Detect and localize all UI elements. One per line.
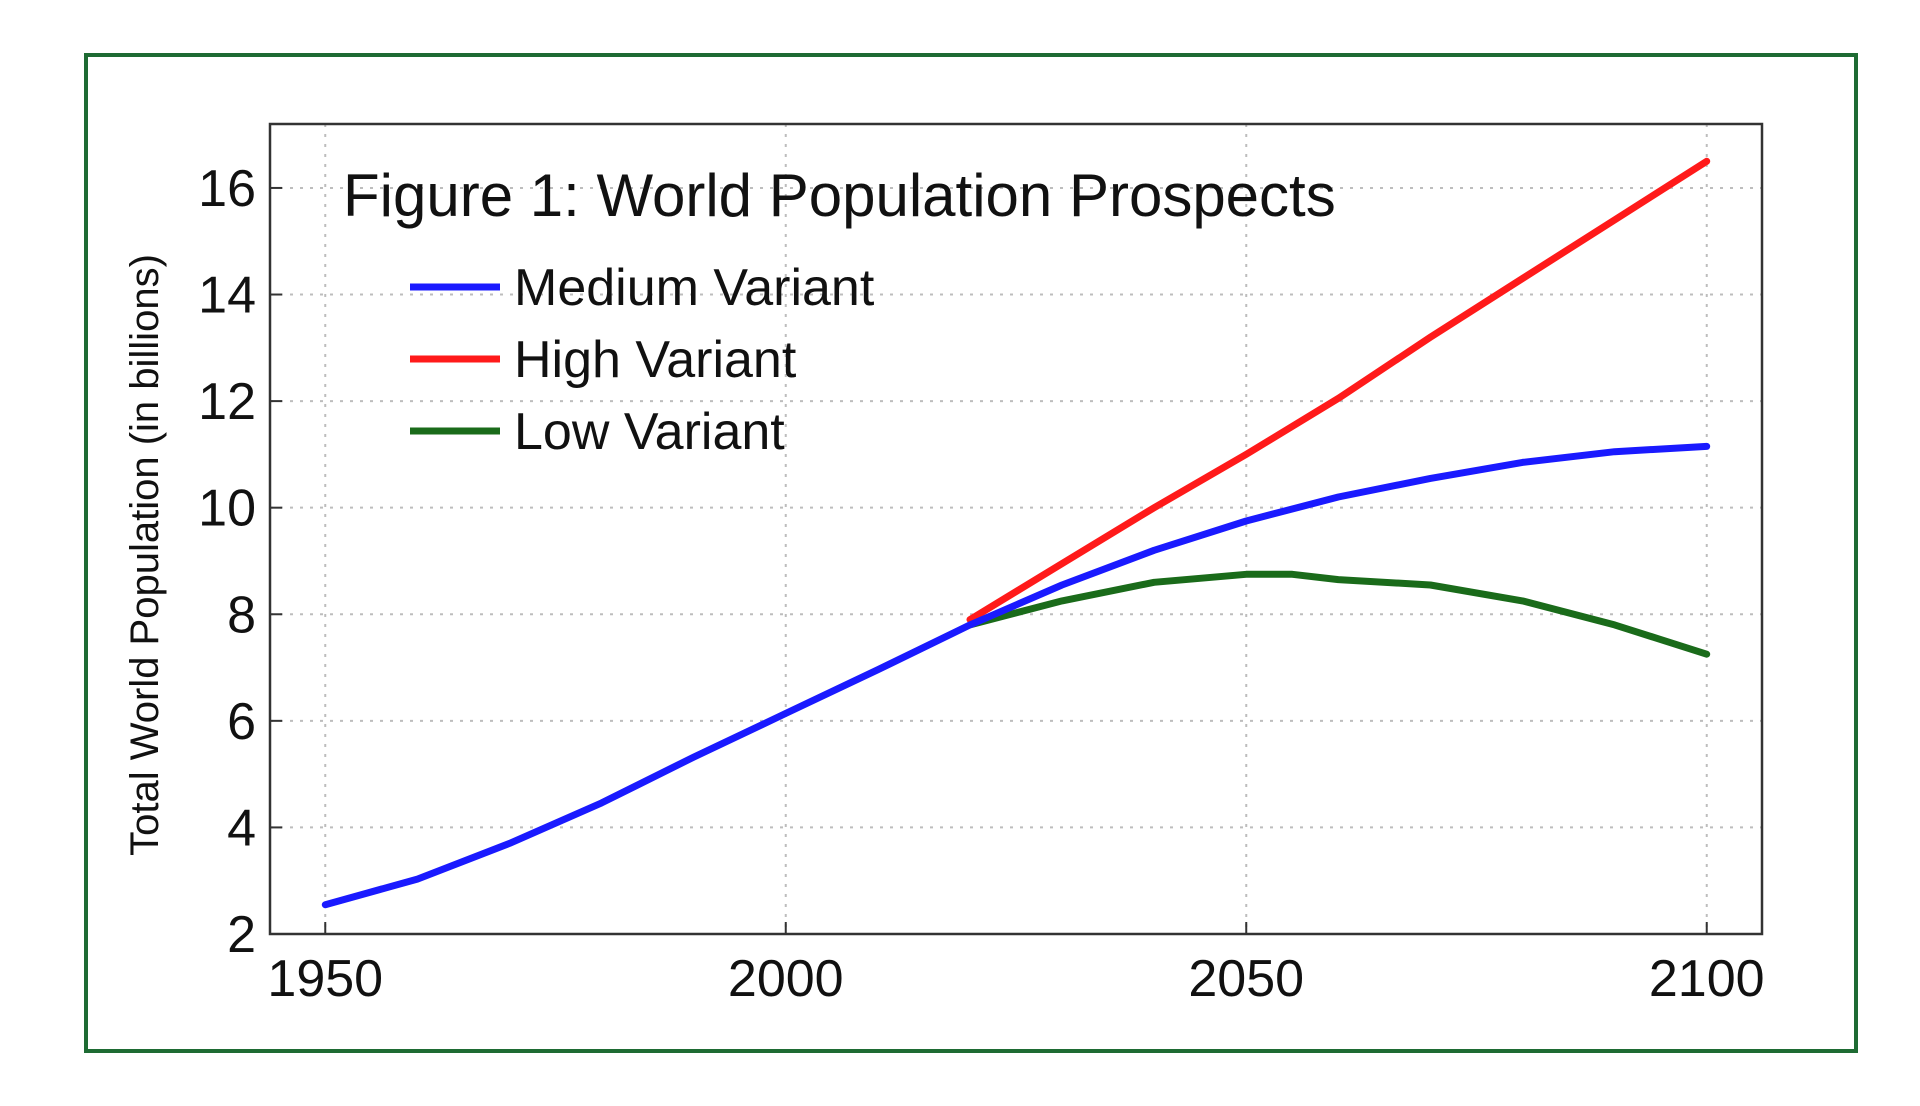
grid-lines xyxy=(270,124,1762,934)
medium-variant-line xyxy=(321,442,1711,909)
y-tick-label: 2 xyxy=(227,906,256,964)
y-tick-label: 4 xyxy=(227,799,256,857)
x-tick-label: 1950 xyxy=(267,950,383,1008)
y-tick-label: 8 xyxy=(227,586,256,644)
y-tick-label: 14 xyxy=(198,267,256,325)
series-lines xyxy=(321,157,1711,909)
low-variant-line xyxy=(966,570,1711,658)
medium-variant-legend-label: Medium Variant xyxy=(514,259,875,317)
y-tick-label: 6 xyxy=(227,693,256,751)
x-tick-label: 2000 xyxy=(728,950,844,1008)
x-tick-label: 2050 xyxy=(1188,950,1304,1008)
legend: Medium Variant High Variant Low Variant xyxy=(410,259,875,461)
high-variant-legend-label: High Variant xyxy=(514,331,797,389)
plot-area-border xyxy=(268,122,1764,936)
low-variant-legend-label: Low Variant xyxy=(514,403,785,461)
x-tick-label: 2100 xyxy=(1649,950,1765,1008)
y-axis-label: Total World Population (in billions) xyxy=(123,254,167,856)
y-tick-label: 12 xyxy=(198,373,256,431)
axis-ticks: 1950 2000 2050 2100 2 4 6 8 10 12 14 16 xyxy=(198,160,1764,1008)
y-tick-label: 16 xyxy=(198,160,256,218)
y-tick-label: 10 xyxy=(198,480,256,538)
high-variant-line xyxy=(966,157,1711,624)
chart-title: Figure 1: World Population Prospects xyxy=(343,162,1336,229)
